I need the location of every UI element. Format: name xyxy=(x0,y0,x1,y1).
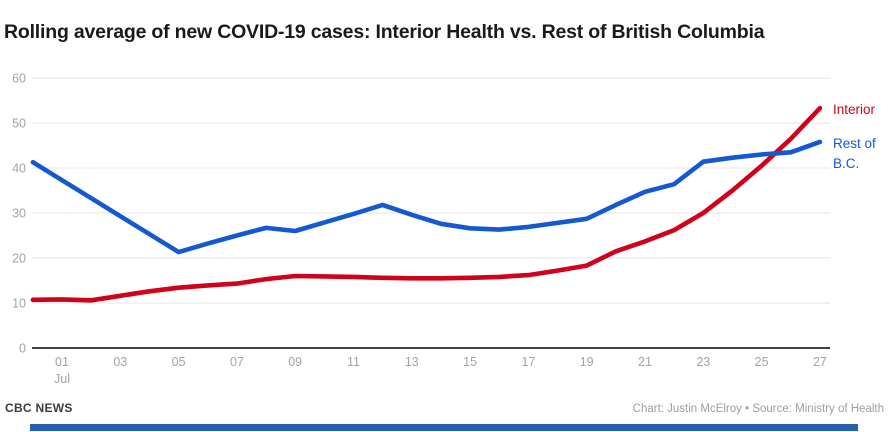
footer: CBC NEWS Chart: Justin McElroy • Source:… xyxy=(5,401,884,415)
x-tick-label: 27 xyxy=(813,355,827,369)
x-month-label: Jul xyxy=(54,372,70,386)
line-chart: 0 10 20 30 40 50 60 01 03 05 07 09 11 13 15 17 19 21 23 25 2… xyxy=(12,72,876,387)
x-tick-label: 19 xyxy=(580,355,594,369)
x-tick-label: 05 xyxy=(172,355,186,369)
x-tick-label: 25 xyxy=(755,355,769,369)
legend-label: B.C. xyxy=(833,156,859,171)
series-line-interior xyxy=(30,105,823,303)
x-tick-label: 09 xyxy=(288,355,302,369)
bottom-accent-bar xyxy=(30,424,858,431)
x-tick-label: 11 xyxy=(347,355,360,369)
x-tick-label: 15 xyxy=(463,355,477,369)
x-tick-label: 17 xyxy=(521,355,535,369)
y-tick-label: 40 xyxy=(12,162,26,176)
y-tick-label: 0 xyxy=(19,342,26,356)
x-tick-label: 07 xyxy=(230,355,244,369)
y-tick-label: 30 xyxy=(12,207,26,221)
y-tick-label: 50 xyxy=(12,117,26,131)
x-tick-label: 23 xyxy=(696,355,710,369)
y-tick-label: 20 xyxy=(12,252,26,266)
x-tick-label: 21 xyxy=(638,355,652,369)
x-tick-label: 13 xyxy=(405,355,419,369)
brand-logo: CBC NEWS xyxy=(5,401,73,415)
x-tick-label: 01 xyxy=(55,355,69,369)
legend-label: Interior xyxy=(833,102,876,117)
y-tick-label: 60 xyxy=(12,72,26,86)
credit-text: Chart: Justin McElroy • Source: Ministry… xyxy=(632,403,884,415)
chart-title: Rolling average of new COVID-19 cases: I… xyxy=(4,21,765,43)
x-tick-label: 03 xyxy=(113,355,127,369)
legend-label: Rest of xyxy=(833,136,876,151)
series-line-rest-of-b-c- xyxy=(30,139,823,255)
y-tick-label: 10 xyxy=(12,297,26,311)
